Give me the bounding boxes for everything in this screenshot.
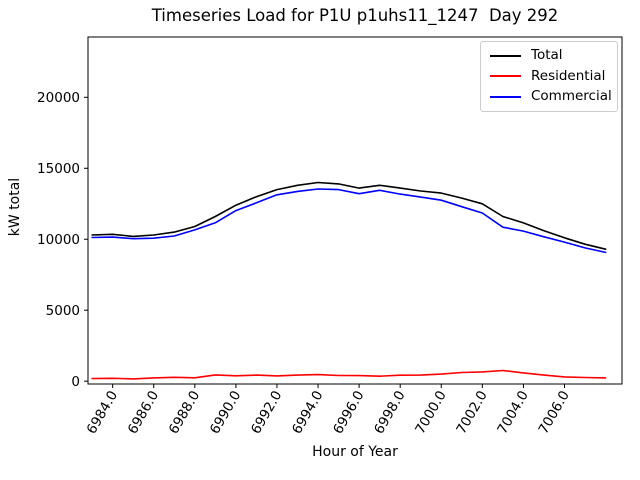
legend-label-commercial: Commercial bbox=[531, 88, 612, 105]
x-tick-label: 7000.0 bbox=[412, 388, 449, 437]
x-tick-label: 6990.0 bbox=[207, 388, 244, 437]
residential-line bbox=[91, 369, 607, 380]
legend-label-residential: Residential bbox=[531, 67, 606, 84]
legend-entry-residential: Residential bbox=[490, 67, 608, 84]
x-tick-label: 7004.0 bbox=[494, 388, 531, 437]
x-tick-label: 6998.0 bbox=[371, 388, 408, 437]
residential-line-sample bbox=[490, 75, 521, 78]
x-tick-label: 6984.0 bbox=[84, 388, 121, 437]
y-tick-label: 15000 bbox=[37, 161, 80, 177]
x-tick-label: 6988.0 bbox=[166, 388, 203, 437]
legend-entry-commercial: Commercial bbox=[490, 90, 612, 104]
y-axis-label: kW total bbox=[7, 177, 23, 237]
commercial-line-sample bbox=[490, 95, 521, 98]
x-tick-label: 7002.0 bbox=[453, 388, 490, 437]
x-tick-label: 6994.0 bbox=[289, 388, 326, 437]
commercial-line bbox=[91, 188, 607, 254]
chart-title: Timeseries Load for P1U p1uhs11_1247 Day… bbox=[151, 6, 559, 25]
x-tick-label: 6986.0 bbox=[125, 388, 162, 437]
y-tick-label: 5000 bbox=[46, 303, 80, 319]
x-tick-label: 6992.0 bbox=[248, 388, 285, 437]
y-tick-label: 10000 bbox=[37, 232, 80, 248]
plot-border bbox=[87, 36, 623, 385]
legend-entry-total: Total bbox=[490, 49, 608, 63]
legend: Total Residential Commercial bbox=[480, 41, 618, 112]
legend-label-total: Total bbox=[531, 47, 563, 64]
y-tick-label: 20000 bbox=[37, 90, 80, 106]
total-line-sample bbox=[490, 55, 521, 58]
x-tick-label: 7006.0 bbox=[535, 388, 572, 437]
total-line bbox=[91, 181, 607, 250]
x-axis-label: Hour of Year bbox=[312, 444, 398, 460]
y-tick-label: 0 bbox=[71, 374, 80, 390]
x-tick-label: 6996.0 bbox=[330, 388, 367, 437]
